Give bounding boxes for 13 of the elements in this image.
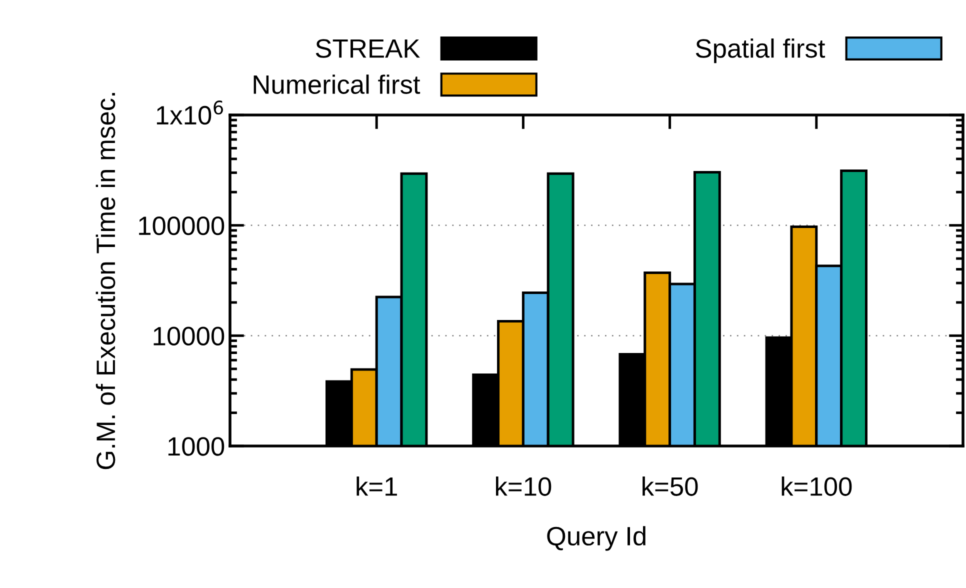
y-axis-title: G.M. of Execution Time in msec. (96, 92, 116, 470)
x-axis-title: Query Id (547, 526, 646, 551)
x-tick-label: k=50 (642, 476, 698, 496)
y-tick-label: 10000 (154, 326, 224, 346)
legend-label: STREAK (316, 39, 420, 58)
legend-label: Spatial first (696, 38, 826, 64)
y-tick-label: 1000 (168, 437, 224, 456)
x-tick-label: k=1 (356, 476, 397, 496)
y-tick-label: 1x10$^{6}$ (156, 100, 224, 125)
x-tick-label: k=10 (496, 476, 552, 496)
x-tick-label: k=100 (782, 476, 852, 496)
y-tick-label: 100000 (139, 216, 224, 236)
legend-label: Numerical first (254, 74, 420, 94)
